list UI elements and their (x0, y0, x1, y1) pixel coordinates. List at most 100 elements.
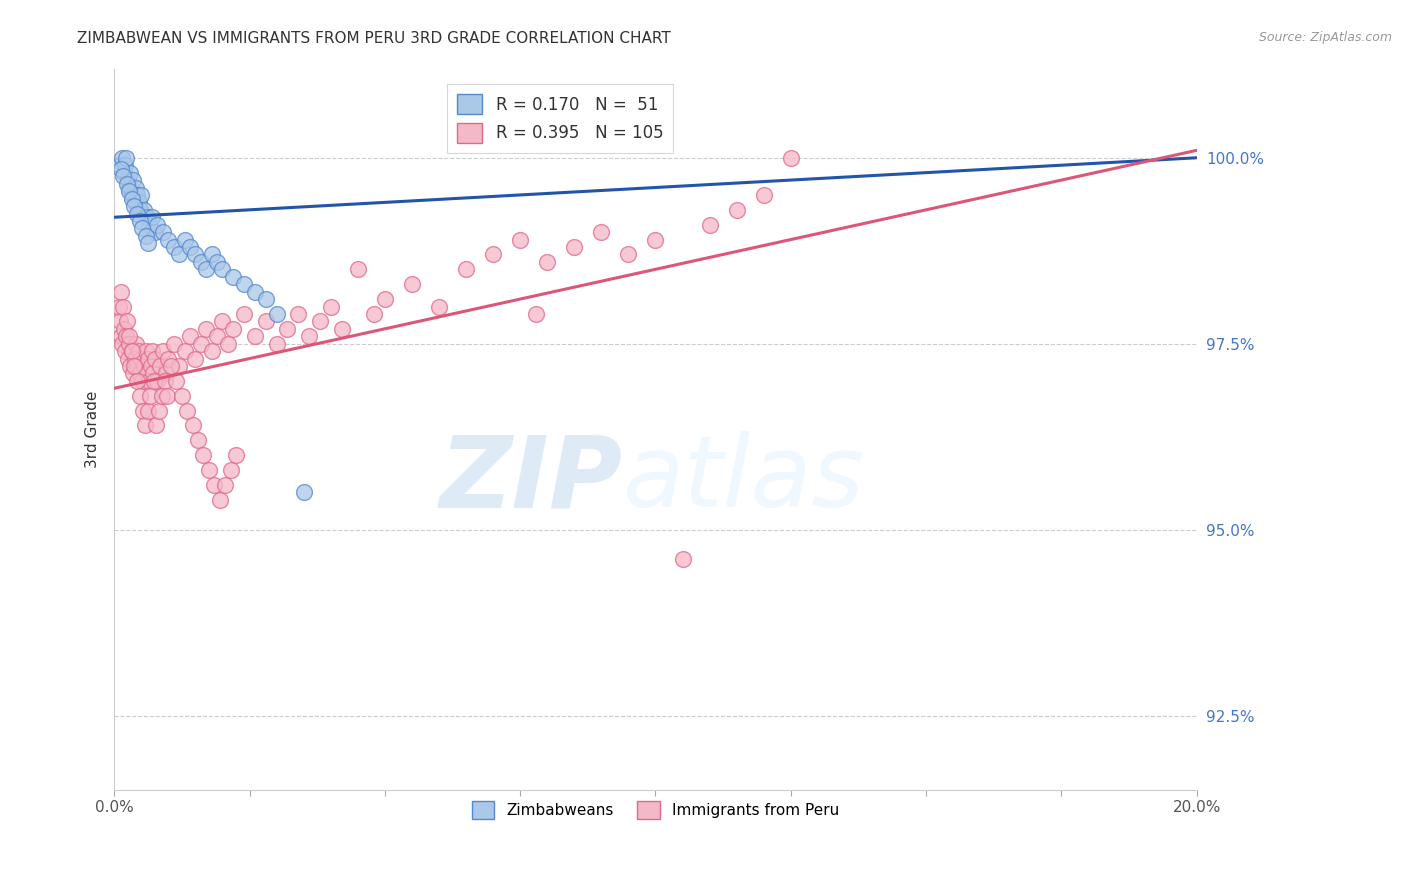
Point (214, 478, 236, 492)
Point (374, 292, 396, 306)
Point (107, 300, 129, 314)
Point (121, 344, 143, 359)
Point (699, 218, 721, 232)
Point (524, 307, 547, 321)
Point (401, 277, 423, 292)
Point (153, 374, 176, 388)
Point (243, 285, 266, 299)
Point (132, 359, 155, 373)
Point (112, 300, 135, 314)
Point (129, 351, 152, 366)
Point (591, 225, 613, 239)
Point (156, 389, 179, 403)
Point (131, 221, 153, 235)
Point (187, 434, 209, 448)
Point (201, 344, 224, 359)
Point (346, 262, 368, 277)
Point (127, 206, 149, 220)
Point (115, 177, 138, 191)
Point (170, 389, 193, 403)
Point (173, 344, 195, 359)
Point (115, 314, 138, 328)
Point (136, 236, 159, 251)
Point (120, 359, 142, 373)
Point (152, 344, 174, 359)
Point (135, 367, 157, 381)
Point (121, 188, 143, 202)
Point (124, 351, 146, 366)
Point (129, 188, 152, 202)
Point (128, 214, 150, 228)
Point (184, 351, 207, 366)
Point (211, 314, 233, 328)
Point (118, 184, 141, 198)
Point (173, 233, 195, 247)
Point (128, 389, 150, 403)
Point (128, 344, 150, 359)
Point (482, 247, 505, 261)
Point (330, 322, 353, 336)
Point (114, 344, 136, 359)
Point (254, 314, 277, 328)
Point (112, 322, 135, 336)
Point (211, 262, 233, 277)
Point (208, 492, 231, 507)
Point (110, 161, 132, 176)
Point (266, 336, 288, 351)
Point (125, 180, 148, 194)
Point (217, 336, 239, 351)
Point (139, 359, 162, 373)
Point (124, 195, 146, 210)
Point (222, 322, 245, 336)
Point (190, 336, 212, 351)
Point (121, 192, 143, 206)
Text: atlas: atlas (623, 431, 865, 528)
Point (163, 336, 186, 351)
Point (157, 351, 180, 366)
Point (118, 329, 141, 343)
Point (143, 225, 166, 239)
Point (562, 240, 585, 254)
Point (111, 151, 134, 165)
Point (298, 329, 321, 343)
Point (122, 173, 145, 187)
Point (145, 418, 167, 433)
Point (201, 247, 224, 261)
Point (205, 329, 228, 343)
Point (136, 403, 159, 417)
Point (266, 307, 288, 321)
Text: Source: ZipAtlas.com: Source: ZipAtlas.com (1258, 31, 1392, 45)
Point (112, 166, 135, 180)
Point (141, 211, 163, 225)
Point (120, 166, 142, 180)
Point (287, 307, 309, 321)
Point (110, 329, 132, 343)
Point (131, 374, 153, 388)
Point (138, 218, 160, 232)
Point (108, 314, 131, 328)
Point (160, 359, 183, 373)
Point (233, 277, 256, 292)
Point (155, 367, 177, 381)
Point (190, 255, 212, 269)
Point (243, 329, 266, 343)
Point (135, 344, 157, 359)
Point (142, 367, 165, 381)
Point (117, 351, 139, 366)
Point (671, 552, 693, 566)
Point (143, 351, 166, 366)
Point (148, 403, 170, 417)
Point (146, 374, 169, 388)
Point (115, 151, 138, 165)
Point (198, 463, 221, 477)
Point (725, 202, 748, 217)
Point (150, 389, 173, 403)
Point (509, 233, 531, 247)
Point (167, 359, 190, 373)
Point (122, 367, 145, 381)
Point (195, 322, 218, 336)
Point (135, 211, 157, 225)
Point (117, 173, 139, 187)
Point (135, 228, 157, 243)
Point (111, 336, 134, 351)
